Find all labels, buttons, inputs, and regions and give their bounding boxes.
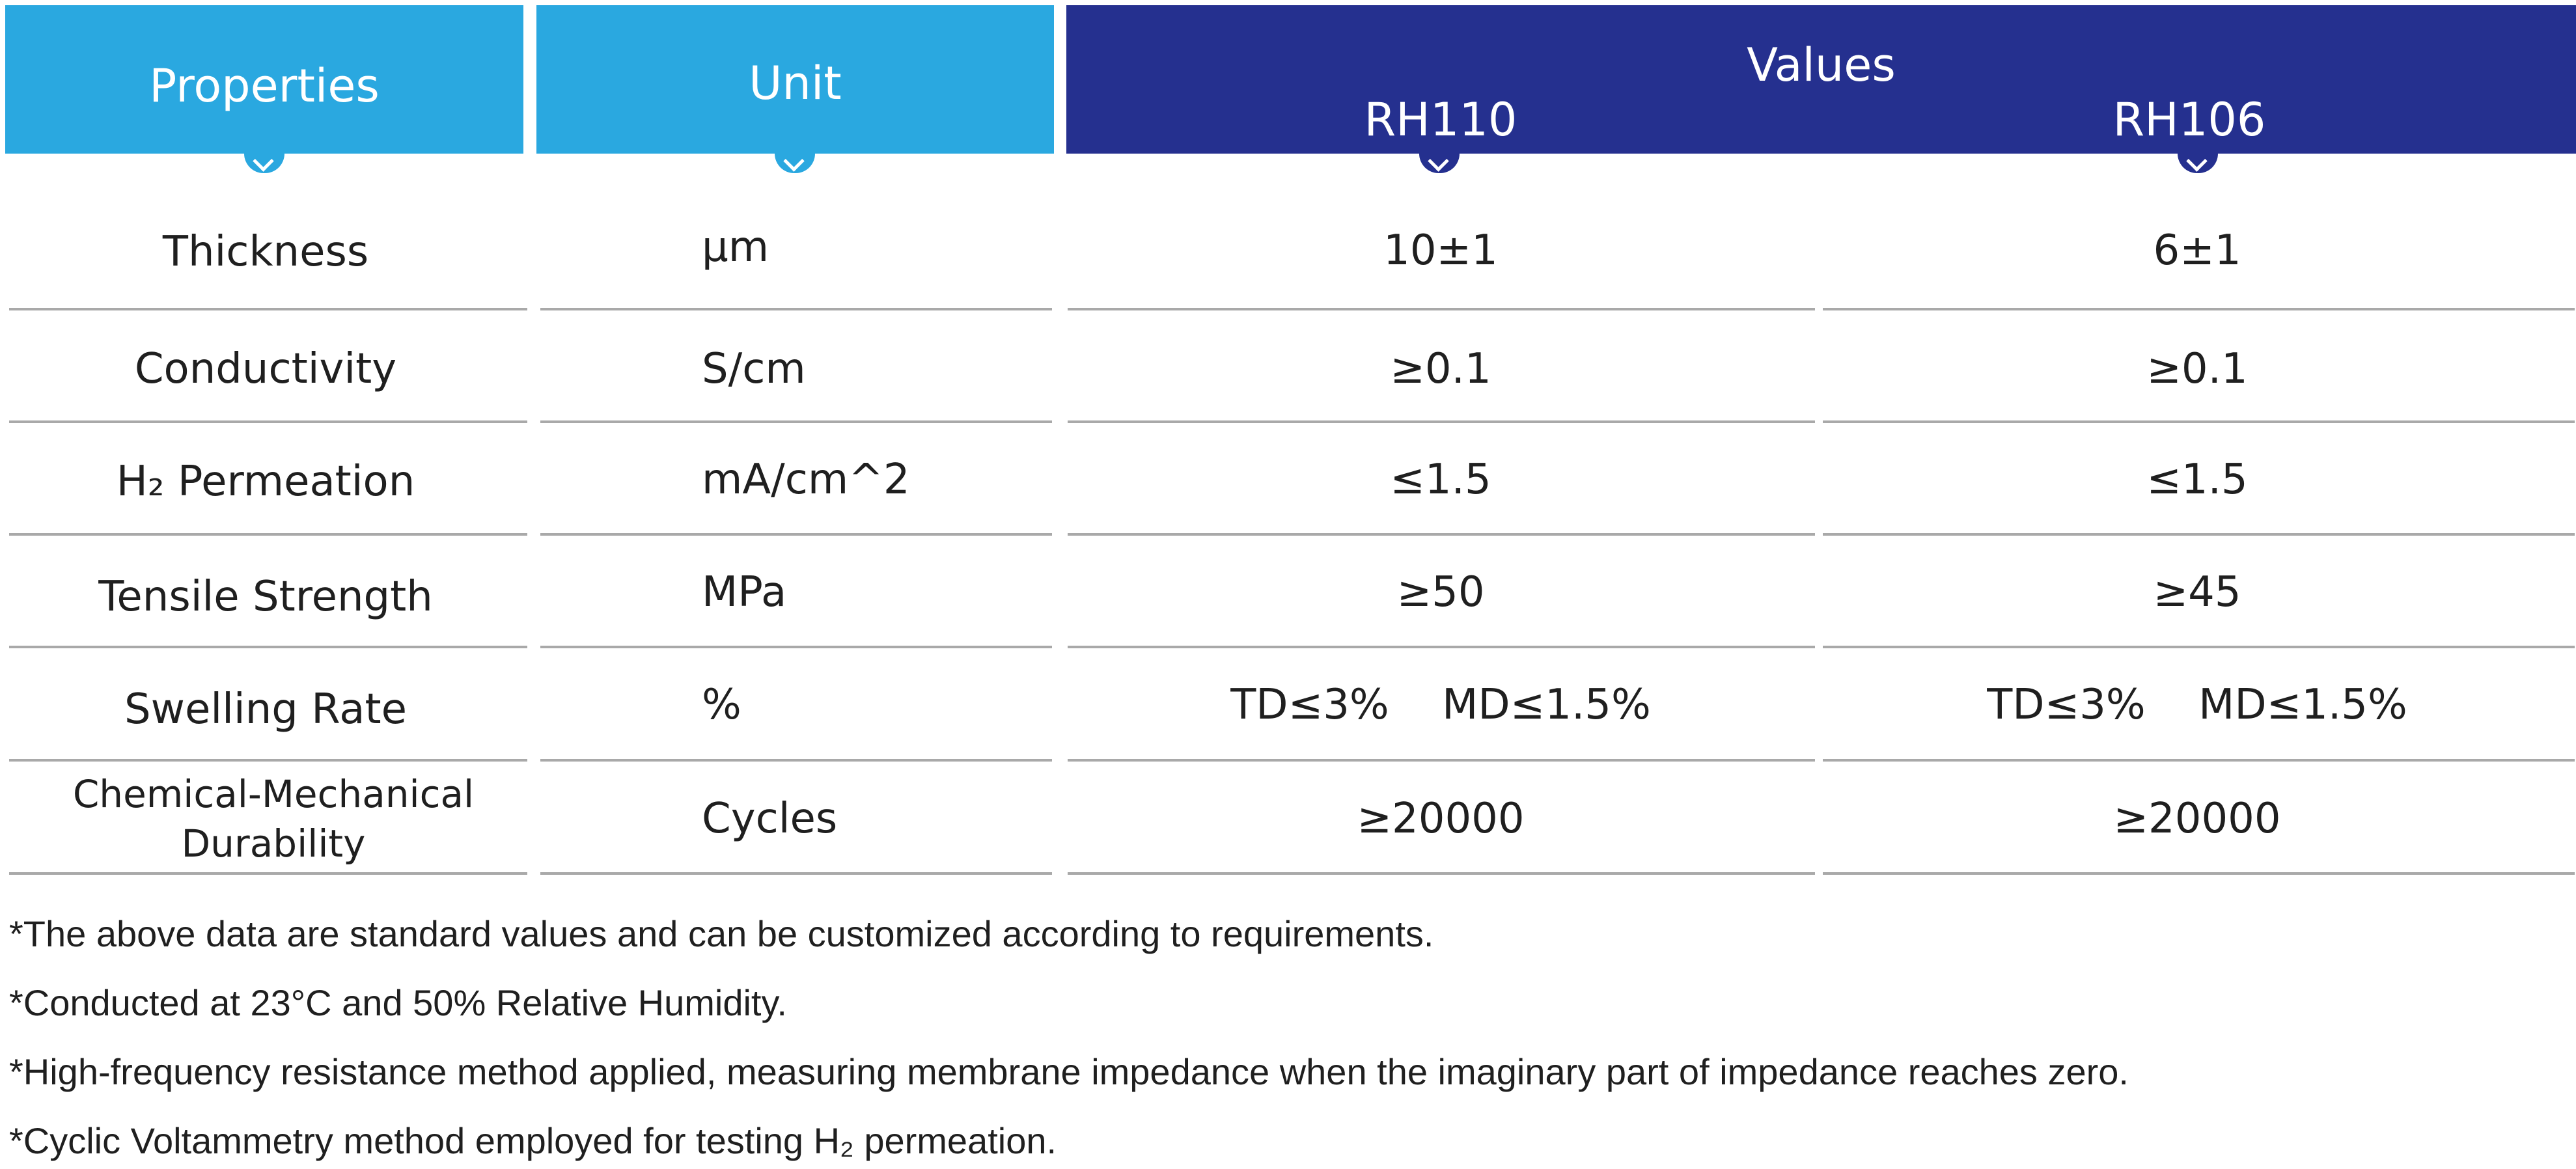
- row-thickness-rh110: 10±1: [1383, 227, 1498, 275]
- footnote-standard-values: *The above data are standard values and …: [9, 913, 1434, 954]
- row-h2-permeation-rh106: ≤1.5: [2146, 456, 2248, 504]
- chevron-down-icon: [1419, 154, 1460, 173]
- row-conductivity-rh106: ≥0.1: [2146, 345, 2248, 393]
- header-unit-label: Unit: [749, 57, 842, 110]
- footnote-conditions: *Conducted at 23°C and 50% Relative Humi…: [9, 982, 787, 1023]
- row-swelling-rate-rh110: TD≤3% MD≤1.5%: [1230, 681, 1651, 729]
- header-values-label: Values: [1747, 38, 1896, 92]
- row-swelling-rate-property: Swelling Rate: [124, 685, 407, 734]
- footnote-hfr-method: *High-frequency resistance method applie…: [9, 1051, 2129, 1092]
- row-durability-rh106: ≥20000: [2113, 795, 2281, 843]
- row-conductivity-rh110: ≥0.1: [1390, 345, 1491, 393]
- row-h2-permeation-property: H₂ Permeation: [5, 426, 526, 537]
- header-properties-label: Properties: [149, 59, 380, 113]
- row-conductivity-unit: S/cm: [702, 345, 806, 393]
- row-durability-unit: Cycles: [702, 795, 838, 843]
- row-h2-permeation-unit: mA/cm^2: [702, 456, 910, 504]
- row-swelling-rate-unit: %: [702, 681, 741, 729]
- row-conductivity-property: Conductivity: [134, 345, 397, 393]
- header-properties: Properties: [5, 5, 523, 154]
- header-unit: Unit: [536, 5, 1054, 154]
- row-thickness-rh106: 6±1: [2153, 227, 2241, 275]
- chevron-down-icon: [775, 154, 815, 173]
- row-durability-rh110: ≥20000: [1357, 795, 1525, 843]
- footnote-cv-method: *Cyclic Voltammetry method employed for …: [9, 1120, 1057, 1161]
- row-thickness-unit: μm: [702, 223, 769, 271]
- chevron-down-icon: [244, 154, 284, 173]
- row-tensile-strength-rh110: ≥50: [1396, 568, 1485, 616]
- chevron-down-icon: [2178, 154, 2218, 173]
- row-h2-permeation-label: H₂ Permeation: [116, 458, 415, 506]
- header-model-rh110: RH110: [1364, 93, 1517, 146]
- row-thickness-property: Thickness: [162, 228, 369, 276]
- row-h2-permeation-rh110: ≤1.5: [1390, 456, 1491, 504]
- header-values: Values RH110 RH106: [1066, 5, 2576, 154]
- row-durability-property: Chemical-Mechanical Durability: [72, 772, 475, 866]
- row-swelling-rate-rh106: TD≤3% MD≤1.5%: [1987, 681, 2407, 729]
- row-tensile-strength-unit: MPa: [702, 568, 787, 616]
- row-tensile-strength-property: Tensile Strength: [98, 573, 433, 621]
- header-model-rh106: RH106: [2112, 93, 2266, 146]
- row-tensile-strength-rh106: ≥45: [2153, 568, 2241, 616]
